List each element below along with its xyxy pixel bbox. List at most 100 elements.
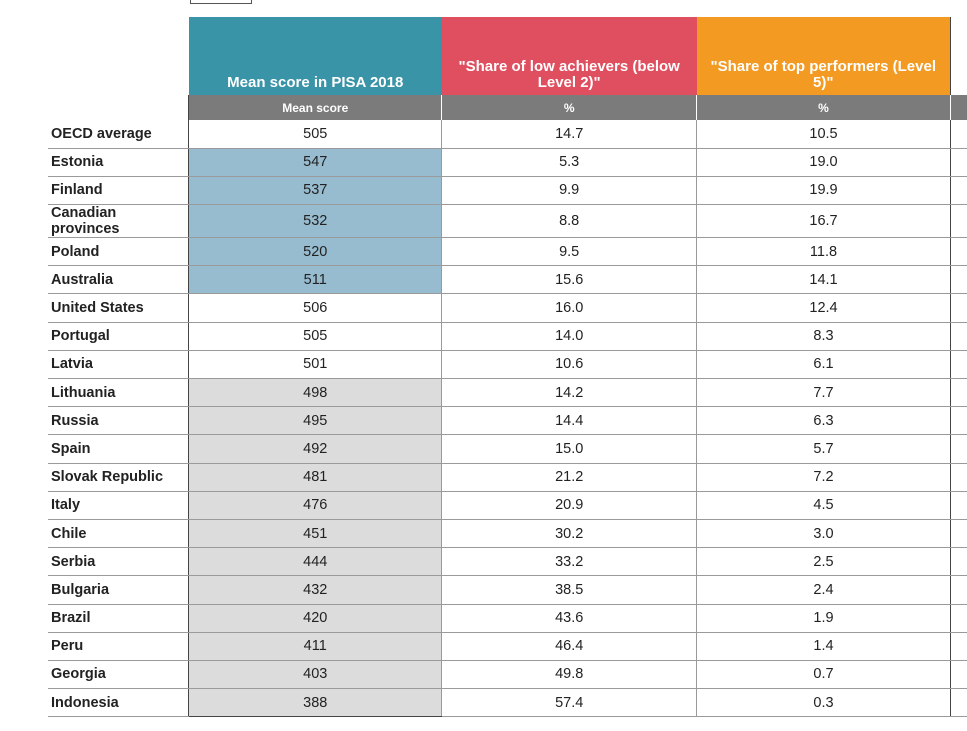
country-cell: Indonesia — [48, 688, 189, 718]
unit-edge-cell — [949, 95, 967, 120]
country-cell: Latvia — [48, 350, 189, 380]
mean-score-cell: 420 — [188, 604, 443, 633]
country-cell: Slovak Republic — [48, 463, 189, 492]
mean-score-cell: 537 — [188, 176, 443, 206]
table-row: Slovak Republic 481 21.2 7.2 — [48, 463, 967, 492]
top-performers-cell: 6.3 — [696, 406, 951, 436]
top-performers-cell: 1.4 — [696, 632, 951, 661]
table-body: OECD average 505 14.7 10.5 Estonia 547 5.3 19.0… — [48, 120, 967, 718]
country-cell: Estonia — [48, 148, 189, 177]
mean-score-cell: 476 — [188, 491, 443, 520]
top-performers-cell: 1.9 — [696, 604, 951, 633]
country-cell: Poland — [48, 237, 189, 267]
mean-score-cell: 505 — [188, 120, 443, 149]
top-performers-cell: 2.5 — [696, 547, 951, 577]
low-achievers-cell: 20.9 — [441, 491, 698, 520]
top-performers-cell: 7.2 — [696, 463, 951, 492]
header-blank-cell — [48, 17, 189, 95]
top-performers-cell: 0.7 — [696, 660, 951, 690]
edge-cell — [950, 632, 967, 661]
low-achievers-cell: 5.3 — [441, 148, 698, 177]
country-cell: Chile — [48, 519, 189, 549]
mean-score-cell: 492 — [188, 434, 443, 464]
edge-cell — [950, 463, 967, 492]
table-row: Poland 520 9.5 11.8 — [48, 237, 967, 267]
edge-cell — [950, 604, 967, 633]
low-achievers-cell: 15.0 — [441, 434, 698, 464]
edge-cell — [950, 406, 967, 436]
table-row: United States 506 16.0 12.4 — [48, 293, 967, 323]
country-cell: Spain — [48, 434, 189, 464]
table-row: Russia 495 14.4 6.3 — [48, 406, 967, 436]
low-achievers-cell: 30.2 — [441, 519, 698, 549]
country-cell: Peru — [48, 632, 189, 661]
top-performers-cell: 19.9 — [696, 176, 951, 206]
table-row: Brazil 420 43.6 1.9 — [48, 604, 967, 633]
mean-score-cell: 388 — [188, 688, 443, 718]
table-row: Australia 511 15.6 14.1 — [48, 265, 967, 295]
top-performers-cell: 5.7 — [696, 434, 951, 464]
low-achievers-cell: 16.0 — [441, 293, 698, 323]
mean-score-cell: 520 — [188, 237, 443, 267]
top-performers-cell: 16.7 — [696, 204, 951, 239]
mean-score-cell: 506 — [188, 293, 443, 323]
low-achievers-cell: 33.2 — [441, 547, 698, 577]
country-cell: Bulgaria — [48, 575, 189, 605]
top-performers-cell: 19.0 — [696, 148, 951, 177]
country-cell: Canadian provinces — [48, 204, 189, 239]
edge-cell — [950, 204, 967, 239]
edge-cell — [950, 237, 967, 267]
mean-score-cell: 481 — [188, 463, 443, 492]
group-header-row: Mean score in PISA 2018 "Share of low ac… — [48, 17, 967, 95]
top-performers-cell: 3.0 — [696, 519, 951, 549]
header-edge-cell — [949, 17, 967, 95]
edge-cell — [950, 148, 967, 177]
legend-swatch-box — [190, 0, 252, 4]
top-performers-cell: 7.7 — [696, 378, 951, 408]
edge-cell — [950, 491, 967, 520]
top-performers-cell: 6.1 — [696, 350, 951, 380]
country-cell: Serbia — [48, 547, 189, 577]
country-cell: Portugal — [48, 322, 189, 351]
low-achievers-cell: 9.5 — [441, 237, 698, 267]
low-achievers-cell: 15.6 — [441, 265, 698, 295]
low-achievers-cell: 57.4 — [441, 688, 698, 718]
country-cell: Russia — [48, 406, 189, 436]
edge-cell — [950, 519, 967, 549]
table-row: Bulgaria 432 38.5 2.4 — [48, 575, 967, 605]
table-row: Estonia 547 5.3 19.0 — [48, 148, 967, 177]
low-achievers-cell: 14.0 — [441, 322, 698, 351]
mean-score-cell: 547 — [188, 148, 443, 177]
table-row: Spain 492 15.0 5.7 — [48, 434, 967, 464]
table-row: Serbia 444 33.2 2.5 — [48, 547, 967, 577]
country-cell: Australia — [48, 265, 189, 295]
mean-score-cell: 501 — [188, 350, 443, 380]
mean-score-cell: 432 — [188, 575, 443, 605]
mean-score-cell: 505 — [188, 322, 443, 351]
mean-score-cell: 444 — [188, 547, 443, 577]
table-row: Peru 411 46.4 1.4 — [48, 632, 967, 661]
table-row: Georgia 403 49.8 0.7 — [48, 660, 967, 690]
table-row: Portugal 505 14.0 8.3 — [48, 322, 967, 351]
edge-cell — [950, 660, 967, 690]
low-achievers-cell: 38.5 — [441, 575, 698, 605]
table-row: Lithuania 498 14.2 7.7 — [48, 378, 967, 408]
top-performers-cell: 8.3 — [696, 322, 951, 351]
table-row: Indonesia 388 57.4 0.3 — [48, 688, 967, 718]
mean-score-cell: 411 — [188, 632, 443, 661]
unit-header-row: Mean score % % — [48, 95, 967, 120]
mean-score-cell: 451 — [188, 519, 443, 549]
country-cell: Brazil — [48, 604, 189, 633]
low-achievers-cell: 21.2 — [441, 463, 698, 492]
mean-score-cell: 403 — [188, 660, 443, 690]
country-cell: Lithuania — [48, 378, 189, 408]
top-performers-unit: % — [696, 95, 951, 120]
low-achievers-unit: % — [441, 95, 697, 120]
top-performers-cell: 14.1 — [696, 265, 951, 295]
edge-cell — [950, 350, 967, 380]
country-cell: OECD average — [48, 120, 189, 149]
country-cell: Georgia — [48, 660, 189, 690]
edge-cell — [950, 378, 967, 408]
top-performers-cell: 12.4 — [696, 293, 951, 323]
table-row: Canadian provinces 532 8.8 16.7 — [48, 204, 967, 239]
